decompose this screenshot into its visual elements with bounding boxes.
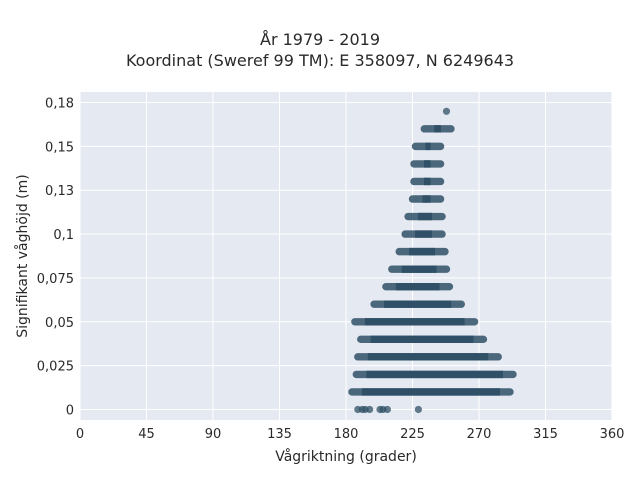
y-tick-label: 0,075 [37, 272, 74, 287]
x-tick-label: 135 [267, 427, 292, 442]
x-tick-label: 0 [76, 427, 84, 442]
chart-title: År 1979 - 2019 [260, 30, 380, 49]
y-tick-label: 0,1 [53, 228, 74, 243]
y-tick-label: 0,13 [45, 184, 74, 199]
y-tick-label: 0,18 [45, 97, 74, 112]
x-tick-labels: 0 45 90 135 180 225 270 315 360 [76, 427, 625, 442]
x-tick-label: 315 [533, 427, 558, 442]
data-points [348, 107, 517, 414]
x-tick-label: 45 [138, 427, 155, 442]
data-point [366, 405, 374, 414]
data-point [383, 405, 391, 414]
x-tick-label: 90 [205, 427, 222, 442]
chart-subtitle: Koordinat (Sweref 99 TM): E 358097, N 62… [125, 51, 515, 70]
x-tick-label: 180 [334, 427, 359, 442]
x-axis-label: Vågriktning (grader) [275, 448, 417, 465]
data-point [442, 107, 451, 115]
x-tick-label: 270 [467, 427, 492, 442]
y-tick-label: 0,05 [45, 316, 74, 331]
y-tick-label: 0 [66, 403, 74, 418]
y-tick-label: 0,15 [45, 140, 74, 155]
grid-lines [79, 92, 613, 420]
x-tick-label: 225 [400, 427, 425, 442]
x-tick-label: 360 [600, 427, 625, 442]
y-tick-label: 0,025 [37, 360, 74, 375]
y-axis-label: Signifikant våghöjd (m) [14, 174, 31, 337]
data-point [414, 405, 423, 414]
y-tick-labels: 0 0,025 0,05 0,075 0,1 0,13 0,15 0,18 [37, 97, 74, 419]
